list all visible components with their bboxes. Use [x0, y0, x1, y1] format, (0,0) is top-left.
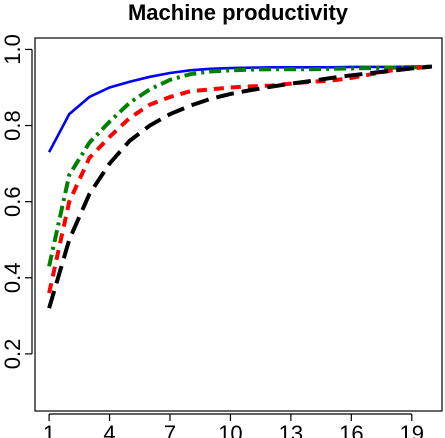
y-tick-label: 0.2 — [0, 339, 25, 370]
x-tick-label: 13 — [279, 421, 303, 438]
chart-title: Machine productivity — [128, 0, 349, 25]
x-axis: 1 4 7 10 13 16 19 — [43, 413, 424, 438]
series-line-2 — [47, 64, 433, 267]
x-tick-label: 10 — [218, 421, 242, 438]
y-tick-label: 1.0 — [0, 34, 25, 65]
series-line-3 — [47, 64, 433, 294]
x-tick-label: 19 — [400, 421, 424, 438]
series-line-4 — [47, 64, 433, 309]
x-tick-label: 1 — [43, 421, 55, 438]
x-tick-label: 4 — [103, 421, 115, 438]
y-tick-label: 0.4 — [0, 262, 25, 293]
x-tick-label: 7 — [164, 421, 176, 438]
plot-frame — [34, 37, 443, 412]
x-tick-label: 16 — [339, 421, 363, 438]
y-tick-label: 0.8 — [0, 110, 25, 141]
series-layer — [47, 64, 433, 309]
y-axis: 0.2 0.4 0.6 0.8 1.0 — [0, 34, 33, 370]
series-line-1 — [47, 65, 432, 153]
y-tick-label: 0.6 — [0, 186, 25, 217]
